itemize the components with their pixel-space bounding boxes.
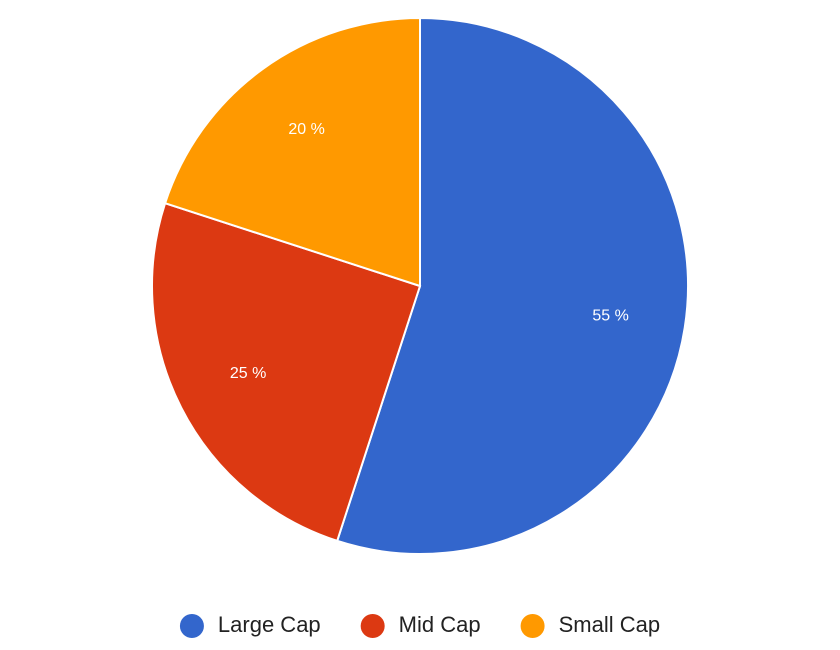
legend-swatch-mid-cap [360,614,385,638]
slice-small-cap[interactable] [163,16,421,288]
data-label-small-cap: 20 % [288,121,324,138]
legend-swatch-small-cap [520,614,545,638]
slice-large-cap[interactable] [335,16,689,555]
pie-slices [151,16,689,555]
legend-label-small-cap[interactable]: Small Cap [559,612,660,637]
pie-data-labels: 55 % 25 % 20 % [230,121,629,382]
slice-mid-cap[interactable] [151,201,422,543]
data-label-large-cap: 55 % [592,307,628,324]
data-label-mid-cap: 25 % [230,365,266,382]
legend-swatch-large-cap [179,614,204,638]
legend-label-mid-cap[interactable]: Mid Cap [399,612,481,637]
legend: Large Cap Mid Cap Small Cap [179,612,660,638]
legend-label-large-cap[interactable]: Large Cap [218,612,321,637]
